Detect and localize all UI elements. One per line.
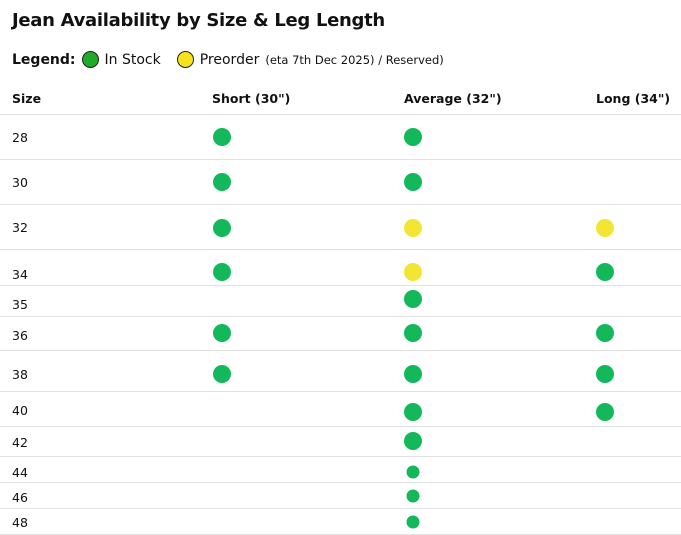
size-label: 40 bbox=[12, 403, 28, 418]
size-label: 48 bbox=[12, 515, 28, 530]
in-stock-dot-icon bbox=[404, 403, 422, 421]
availability-table: 28 30 32 34 35 36 38 40 42 44 46 48 bbox=[0, 115, 681, 535]
table-row: 46 bbox=[0, 483, 681, 509]
in-stock-dot-icon bbox=[213, 324, 231, 342]
table-row: 38 bbox=[0, 351, 681, 392]
in-stock-dot-icon bbox=[404, 290, 422, 308]
col-average: Average (32") bbox=[404, 91, 502, 106]
in-stock-dot-icon bbox=[404, 432, 422, 450]
preorder-dot-icon bbox=[596, 219, 614, 237]
table-row: 36 bbox=[0, 317, 681, 351]
size-label: 46 bbox=[12, 490, 28, 505]
in-stock-dot-icon bbox=[404, 173, 422, 191]
col-size: Size bbox=[12, 91, 42, 106]
in-stock-dot-icon bbox=[404, 324, 422, 342]
size-label: 32 bbox=[12, 220, 28, 235]
in-stock-dot-icon bbox=[213, 128, 231, 146]
in-stock-dot-icon bbox=[213, 365, 231, 383]
in-stock-dot-icon bbox=[213, 263, 231, 281]
table-row: 32 bbox=[0, 205, 681, 250]
in-stock-dot-icon bbox=[596, 365, 614, 383]
table-row: 40 bbox=[0, 392, 681, 427]
page-title: Jean Availability by Size & Leg Length bbox=[12, 10, 385, 31]
size-label: 38 bbox=[12, 367, 28, 382]
table-row: 30 bbox=[0, 160, 681, 205]
in-stock-dot-icon bbox=[404, 128, 422, 146]
preorder-dot-icon bbox=[176, 51, 194, 68]
in-stock-dot-icon bbox=[596, 263, 614, 281]
legend-in-stock: In Stock bbox=[104, 51, 161, 68]
preorder-dot-icon bbox=[404, 263, 422, 281]
table-row: 35 bbox=[0, 286, 681, 317]
in-stock-dot-icon bbox=[406, 489, 420, 503]
table-row: 44 bbox=[0, 457, 681, 483]
in-stock-dot-icon bbox=[404, 365, 422, 383]
size-label: 42 bbox=[12, 435, 28, 450]
in-stock-dot-icon bbox=[213, 219, 231, 237]
in-stock-dot-icon bbox=[213, 173, 231, 191]
in-stock-dot-icon bbox=[596, 403, 614, 421]
in-stock-dot-icon bbox=[81, 51, 99, 68]
size-label: 28 bbox=[12, 130, 28, 145]
legend-preorder: Preorder bbox=[199, 51, 260, 68]
size-label: 36 bbox=[12, 328, 28, 343]
size-label: 34 bbox=[12, 267, 28, 282]
legend-label: Legend: bbox=[12, 51, 76, 68]
size-label: 30 bbox=[12, 175, 28, 190]
preorder-dot-icon bbox=[404, 219, 422, 237]
in-stock-dot-icon bbox=[406, 515, 420, 529]
in-stock-dot-icon bbox=[596, 324, 614, 342]
col-short: Short (30") bbox=[212, 91, 291, 106]
size-label: 35 bbox=[12, 297, 28, 312]
table-row: 34 bbox=[0, 250, 681, 286]
legend-preorder-note: (eta 7th Dec 2025) / Reserved) bbox=[265, 52, 444, 67]
table-row: 42 bbox=[0, 427, 681, 457]
table-header: Size Short (30") Average (32") Long (34"… bbox=[0, 90, 681, 115]
size-label: 44 bbox=[12, 465, 28, 480]
table-row: 48 bbox=[0, 509, 681, 535]
table-row: 28 bbox=[0, 115, 681, 160]
in-stock-dot-icon bbox=[406, 465, 420, 479]
col-long: Long (34") bbox=[596, 91, 671, 106]
legend: Legend: In Stock Preorder (eta 7th Dec 2… bbox=[12, 51, 444, 68]
